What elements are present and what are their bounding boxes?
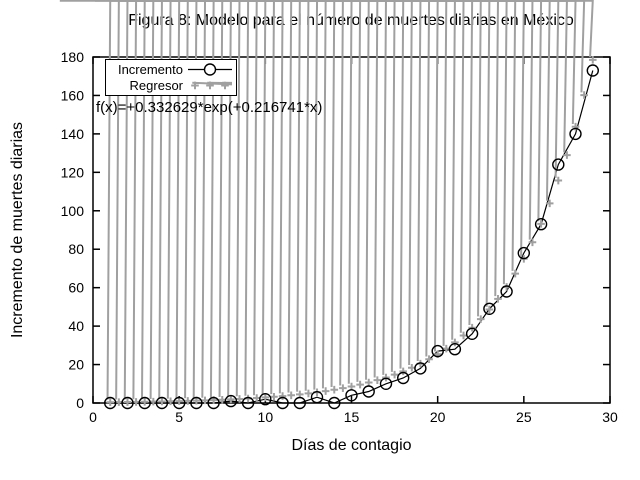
svg-text:160: 160 [61, 87, 85, 103]
svg-text:0: 0 [76, 395, 84, 411]
svg-text:10: 10 [258, 409, 274, 425]
legend-item-regresor: Regresor [110, 78, 232, 93]
svg-text:15: 15 [344, 409, 360, 425]
svg-text:100: 100 [61, 203, 85, 219]
y-axis-ticks [93, 56, 610, 404]
svg-text:180: 180 [61, 49, 85, 65]
legend-item-incremento: Incremento [110, 62, 232, 77]
svg-text:40: 40 [68, 318, 84, 334]
x-axis-tick-labels: 0 5 10 15 20 25 30 [89, 409, 618, 425]
x-axis-label: Días de contagio [291, 437, 412, 454]
incremento-points [103, 64, 599, 410]
legend-label-incremento: Incremento [117, 61, 183, 77]
svg-text:25: 25 [516, 409, 532, 425]
regressor-points [59, 0, 597, 407]
svg-text:80: 80 [68, 241, 84, 257]
y-axis-label: Incremento de muertes diarias [9, 121, 26, 339]
legend-label-regresor: Regresor [129, 78, 183, 94]
svg-text:20: 20 [430, 409, 446, 425]
svg-text:60: 60 [68, 280, 84, 296]
svg-text:30: 30 [602, 409, 618, 425]
svg-text:120: 120 [61, 164, 85, 180]
asterisk-marker-icon [191, 81, 232, 90]
svg-text:0: 0 [89, 409, 97, 425]
regression-function-label: f(x)=+0.332629*exp(+0.216741*x) [96, 99, 323, 116]
y-axis-tick-labels: 0 20 40 60 80 100 120 140 160 180 [61, 49, 85, 411]
svg-text:20: 20 [68, 357, 84, 373]
legend: Incremento Regresor [105, 59, 237, 96]
line-circle-marker-icon [188, 63, 232, 76]
svg-text:5: 5 [175, 409, 183, 425]
svg-text:140: 140 [61, 126, 85, 142]
